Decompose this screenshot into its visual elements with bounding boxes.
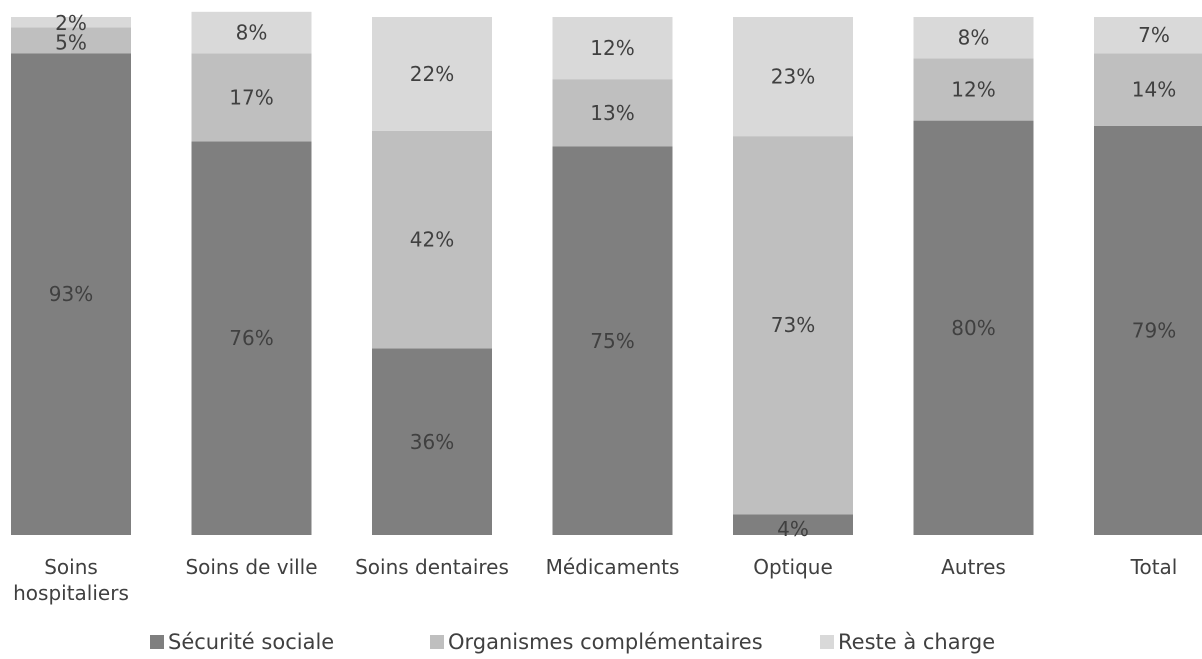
data-label-organismes-complementaires-total: 14%: [1132, 78, 1176, 102]
data-label-securite-sociale-autres: 80%: [951, 316, 995, 340]
bar-segment-reste-a-charge-total: [1094, 17, 1202, 54]
legend-item-reste-a-charge: Reste à charge: [820, 630, 995, 654]
bar-segment-reste-a-charge-soins-de-ville: [191, 11, 312, 54]
bar-segment-organismes-complementaires-total: [1094, 53, 1202, 126]
bar-segment-reste-a-charge-medicaments: [552, 17, 673, 80]
data-label-securite-sociale-soins-dentaires: 36%: [410, 430, 454, 454]
data-label-organismes-complementaires-soins-hospitaliers: 5%: [55, 30, 87, 54]
data-label-securite-sociale-medicaments: 75%: [590, 329, 634, 353]
bar-segment-securite-sociale-soins-de-ville: [191, 141, 312, 535]
legend-swatch-securite-sociale: [150, 635, 164, 649]
category-label-total: Total: [1130, 555, 1178, 579]
bar-segment-securite-sociale-medicaments: [552, 146, 673, 535]
bar-segment-reste-a-charge-soins-hospitaliers: [11, 17, 131, 28]
legend-label-organismes-complementaires: Organismes complémentaires: [448, 630, 763, 654]
data-label-reste-a-charge-soins-hospitaliers: 2%: [55, 11, 87, 35]
category-labels-layer: Soins hospitaliers Soins de ville Soins den…: [13, 555, 1177, 605]
data-label-reste-a-charge-optique: 23%: [771, 65, 815, 89]
bars-layer: [11, 11, 1202, 535]
data-label-reste-a-charge-medicaments: 12%: [590, 36, 634, 60]
category-label-autres: Autres: [941, 555, 1006, 579]
category-label-soins-de-ville: Soins de ville: [185, 555, 317, 579]
bar-segment-securite-sociale-total: [1094, 125, 1202, 535]
bar-segment-securite-sociale-soins-hospitaliers: [11, 53, 131, 535]
category-label-soins-hospitaliers: Soins hospitaliers: [13, 555, 129, 605]
data-label-reste-a-charge-total: 7%: [1138, 23, 1170, 47]
legend-label-reste-a-charge: Reste à charge: [838, 630, 995, 654]
category-label-optique: Optique: [753, 555, 833, 579]
data-label-organismes-complementaires-medicaments: 13%: [590, 101, 634, 125]
data-label-organismes-complementaires-optique: 73%: [771, 313, 815, 337]
bar-segment-securite-sociale-optique: [733, 514, 853, 535]
legend: Sécurité sociale Organismes complémentair…: [150, 630, 995, 654]
legend-swatch-reste-a-charge: [820, 635, 834, 649]
data-label-organismes-complementaires-soins-de-ville: 17%: [229, 85, 273, 109]
bar-segment-organismes-complementaires-optique: [733, 136, 853, 515]
bar-segment-organismes-complementaires-autres: [913, 58, 1034, 121]
bar-segment-securite-sociale-soins-dentaires: [372, 348, 492, 535]
bar-segment-reste-a-charge-autres: [913, 17, 1034, 59]
bar-segment-organismes-complementaires-soins-de-ville: [191, 53, 312, 142]
bar-segment-securite-sociale-autres: [913, 120, 1034, 535]
bar-segment-reste-a-charge-soins-dentaires: [372, 17, 492, 131]
data-label-organismes-complementaires-soins-dentaires: 42%: [410, 228, 454, 252]
bar-segment-organismes-complementaires-soins-hospitaliers: [11, 27, 131, 54]
segment-labels-layer: 93% 5%2% 76% 17% 8% 36% 42% 22% 75% 13% 12% 4% 73% 23…: [49, 11, 1176, 541]
legend-item-organismes-complementaires: Organismes complémentaires: [430, 630, 763, 654]
legend-label-securite-sociale: Sécurité sociale: [168, 630, 334, 654]
bar-segment-organismes-complementaires-medicaments: [552, 79, 673, 147]
data-label-securite-sociale-optique: 4%: [777, 517, 809, 541]
category-label-medicaments: Médicaments: [546, 555, 680, 579]
legend-item-securite-sociale: Sécurité sociale: [150, 630, 334, 654]
data-label-securite-sociale-total: 79%: [1132, 318, 1176, 342]
legend-swatch-organismes-complementaires: [430, 635, 444, 649]
bar-segment-organismes-complementaires-soins-dentaires: [372, 130, 492, 349]
bar-segment-reste-a-charge-optique: [733, 17, 853, 137]
data-label-reste-a-charge-soins-dentaires: 22%: [410, 62, 454, 86]
data-label-reste-a-charge-soins-de-ville: 8%: [236, 21, 268, 45]
data-label-securite-sociale-soins-hospitaliers: 93%: [49, 282, 93, 306]
data-label-organismes-complementaires-autres: 12%: [951, 78, 995, 102]
category-label-soins-dentaires: Soins dentaires: [355, 555, 509, 579]
data-label-reste-a-charge-autres: 8%: [958, 26, 990, 50]
data-label-securite-sociale-soins-de-ville: 76%: [229, 326, 273, 350]
